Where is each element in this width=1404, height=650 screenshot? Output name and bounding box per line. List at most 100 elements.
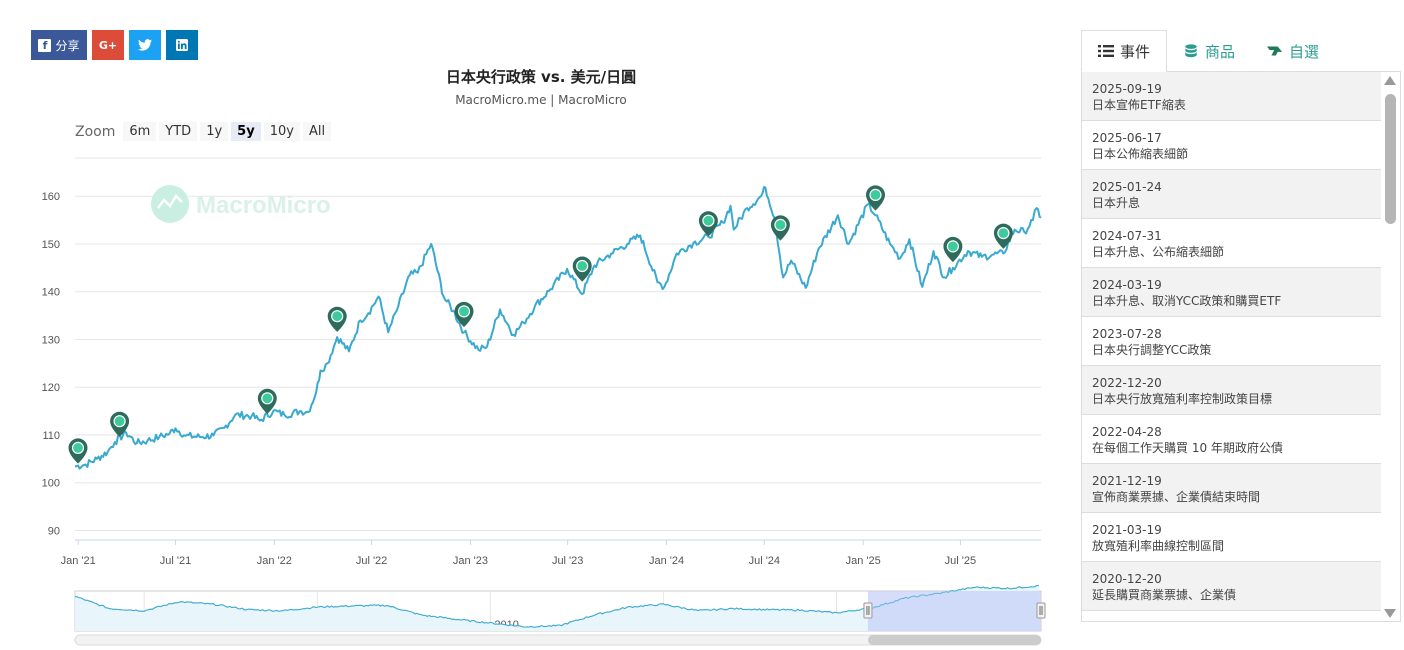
facebook-share-label: 分享 <box>55 38 80 53</box>
x-tick-label: Jan '25 <box>846 555 881 567</box>
x-tick-label: Jan '22 <box>257 555 292 567</box>
event-item[interactable]: 2022-04-28 在每個工作天購買 10 年期政府公債 <box>1082 415 1382 464</box>
watermark-logo-mark <box>157 193 183 209</box>
event-date: 2021-12-19 <box>1092 474 1162 488</box>
event-date: 2025-01-24 <box>1092 180 1162 194</box>
event-list-container: 2025-09-19 日本宣佈ETF縮表 2025-06-17 日本公佈縮表細節 2… <box>1081 72 1401 622</box>
event-date: 2021-03-19 <box>1092 523 1162 537</box>
zoom-6m-button[interactable]: 6m <box>123 122 157 141</box>
event-date: 2020-12-20 <box>1092 572 1162 586</box>
event-text: 在每個工作天購買 10 年期政府公債 <box>1092 441 1283 455</box>
series-layer <box>74 186 1042 470</box>
event-text: 日本升息、取消YCC政策和購買ETF <box>1092 294 1282 308</box>
y-tick-label: 130 <box>42 334 60 346</box>
navigator-series-line-overlay <box>75 585 1039 627</box>
scroll-up-arrow-icon[interactable] <box>1384 76 1396 85</box>
y-axis-labels: 90 100 110 120 130 140 150 160 <box>42 191 60 537</box>
usd-jpy-line-chart[interactable]: MacroMicro 90 100 110 120 130 140 150 160 Jan '… <box>0 140 1060 580</box>
navigator-left-handle[interactable] <box>863 602 873 619</box>
zoom-all-button[interactable]: All <box>302 122 332 141</box>
tab-products[interactable]: 商品 <box>1167 30 1251 72</box>
grid-layer <box>75 157 1041 531</box>
bookmark-icon <box>1267 46 1283 56</box>
usd-jpy-series-line[interactable] <box>74 186 1042 470</box>
y-tick-label: 110 <box>42 430 60 442</box>
zoom-5y-button[interactable]: 5y <box>231 122 261 141</box>
chart-title: 日本央行政策 vs. 美元/日圓 <box>445 68 637 86</box>
event-marker-layer <box>68 185 1013 464</box>
navigator-right-handle[interactable] <box>1036 602 1046 619</box>
scroll-down-arrow-icon[interactable] <box>1384 609 1396 618</box>
zoom-bar: Zoom 6m YTD 1y 5y 10y All <box>75 122 332 141</box>
event-marker-pin-icon[interactable] <box>993 223 1013 249</box>
zoom-ytd-button[interactable]: YTD <box>159 122 198 141</box>
event-item[interactable]: 2025-01-24 日本升息 <box>1082 170 1382 219</box>
event-marker-pin-icon[interactable] <box>257 388 277 415</box>
event-marker-pin-icon[interactable] <box>68 438 88 464</box>
scrollbar-thumb[interactable] <box>1385 94 1396 224</box>
event-item[interactable]: 2024-07-31 日本升息、公布縮表細節 <box>1082 219 1382 268</box>
event-marker-pin-icon[interactable] <box>327 306 347 332</box>
zoom-10y-button[interactable]: 10y <box>263 122 300 141</box>
event-marker-pin-icon[interactable] <box>770 215 790 241</box>
navigator-selected-range[interactable] <box>867 591 1041 631</box>
y-tick-label: 160 <box>42 191 60 203</box>
event-item[interactable]: 2022-12-20 日本央行放寬殖利率控制政策目標 <box>1082 366 1382 415</box>
event-item[interactable]: 2021-03-19 放寬殖利率曲線控制區間 <box>1082 513 1382 562</box>
zoom-label: Zoom <box>75 123 116 140</box>
google-plus-label: G+ <box>98 38 118 52</box>
facebook-share-button[interactable]: f 分享 <box>31 30 87 60</box>
x-tick-label: Jan '21 <box>61 555 96 567</box>
navigator-scrollbar-thumb[interactable] <box>867 635 1041 645</box>
event-item[interactable]: 2020-12-20 延長購買商業票據、企業債 <box>1082 562 1382 611</box>
event-marker-pin-dot <box>774 218 787 232</box>
chart-subtitle: MacroMicro.me | MacroMicro <box>455 93 627 107</box>
google-plus-share-button[interactable]: G+ <box>92 30 124 60</box>
event-item[interactable]: 2024-03-19 日本升息、取消YCC政策和購買ETF <box>1082 268 1382 317</box>
event-text: 日本升息 <box>1092 196 1141 210</box>
event-marker-pin-icon[interactable] <box>110 411 130 437</box>
event-marker-pin-icon[interactable] <box>943 236 963 263</box>
event-marker-pin-dot <box>113 415 126 428</box>
y-tick-label: 140 <box>42 287 60 299</box>
linkedin-share-button[interactable] <box>166 30 198 60</box>
range-navigator[interactable]: 200020052010201520202025 <box>0 585 1060 650</box>
event-list: 2025-09-19 日本宣佈ETF縮表 2025-06-17 日本公佈縮表細節 2… <box>1082 72 1382 611</box>
event-text: 日本央行放寬殖利率控制政策目標 <box>1092 392 1273 406</box>
tab-events[interactable]: 事件 <box>1081 30 1168 72</box>
navigator-layer: 200020052010201520202025 <box>74 585 1046 646</box>
tab-events-label: 事件 <box>1120 42 1151 61</box>
event-date: 2025-06-17 <box>1092 131 1162 145</box>
event-text: 宣佈商業票據、企業債結束時間 <box>1092 490 1261 504</box>
tab-custom[interactable]: 自選 <box>1251 30 1335 72</box>
event-item[interactable]: 2021-12-19 宣佈商業票據、企業債結束時間 <box>1082 464 1382 513</box>
database-icon <box>1185 44 1197 58</box>
event-list-scrollbar[interactable] <box>1381 72 1400 621</box>
twitter-share-button[interactable] <box>129 30 161 60</box>
event-marker-pin-dot <box>71 441 85 454</box>
watermark-text: MacroMicro <box>196 192 331 219</box>
event-text: 放寬殖利率曲線控制區間 <box>1092 539 1225 553</box>
tab-custom-label: 自選 <box>1289 42 1320 61</box>
event-marker-pin-icon[interactable] <box>454 301 474 328</box>
event-item[interactable]: 2025-09-19 日本宣佈ETF縮表 <box>1082 72 1382 121</box>
watermark: MacroMicro <box>151 185 331 223</box>
y-tick-label: 90 <box>48 525 60 537</box>
event-marker-pin-icon[interactable] <box>572 256 592 282</box>
event-marker-pin-icon[interactable] <box>698 211 718 237</box>
x-tick-label: Jan '23 <box>453 555 488 567</box>
navigator-area <box>75 585 1041 631</box>
x-tick-label: Jul '22 <box>356 555 387 567</box>
event-date: 2022-12-20 <box>1092 376 1162 390</box>
event-marker-pin-icon[interactable] <box>865 185 886 211</box>
event-date: 2024-03-19 <box>1092 278 1162 292</box>
event-item[interactable]: 2025-06-17 日本公佈縮表細節 <box>1082 121 1382 170</box>
zoom-1y-button[interactable]: 1y <box>200 122 229 141</box>
event-text: 日本宣佈ETF縮表 <box>1092 98 1186 112</box>
event-date: 2022-04-28 <box>1092 425 1162 439</box>
event-item[interactable]: 2023-07-28 日本央行調整YCC政策 <box>1082 317 1382 366</box>
x-tick-label: Jul '21 <box>160 555 191 567</box>
tab-bar: 事件 商品 自選 <box>1081 30 1401 72</box>
event-marker-pin-dot <box>946 240 960 253</box>
y-tick-label: 100 <box>42 478 60 490</box>
